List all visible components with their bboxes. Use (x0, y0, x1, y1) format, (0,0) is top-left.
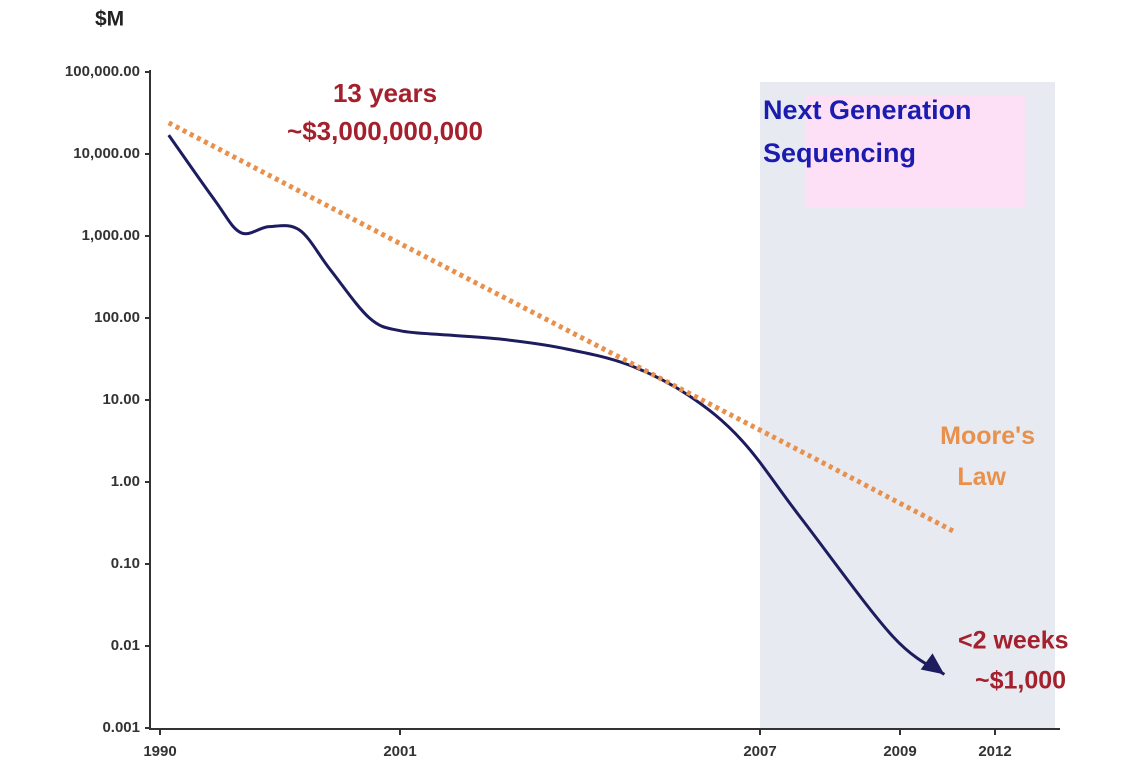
annotation: Next Generation (763, 95, 972, 125)
annotation: <2 weeks (958, 627, 1069, 655)
x-tick-label: 2001 (383, 743, 416, 760)
annotation: ~$1,000 (975, 667, 1066, 695)
y-tick-label: 1,000.00 (82, 227, 140, 244)
annotation: Sequencing (763, 138, 916, 168)
x-tick-label: 2009 (883, 743, 916, 760)
y-tick-label: 100,000.00 (65, 63, 140, 80)
y-tick-label: 10.00 (102, 391, 140, 408)
series-line (167, 134, 946, 676)
y-tick-label: 100.00 (94, 309, 140, 326)
x-tick-label: 1990 (143, 743, 176, 760)
arrow-head (920, 653, 945, 675)
y-tick-label: 1.00 (111, 473, 140, 490)
y-tick-label: 0.001 (102, 719, 140, 736)
series-label: Moore's Law (940, 422, 1035, 491)
x-tick-label: 2007 (743, 743, 776, 760)
annotation: 13 years (333, 78, 437, 108)
y-axis-label: $M (95, 8, 124, 31)
highlight-box (805, 95, 1025, 208)
annotation: ~$3,000,000,000 (287, 116, 483, 146)
y-tick-label: 0.10 (111, 555, 140, 572)
y-tick-label: 0.01 (111, 637, 140, 654)
y-tick-label: 10,000.00 (73, 145, 140, 162)
x-tick-label: 2012 (978, 743, 1011, 760)
